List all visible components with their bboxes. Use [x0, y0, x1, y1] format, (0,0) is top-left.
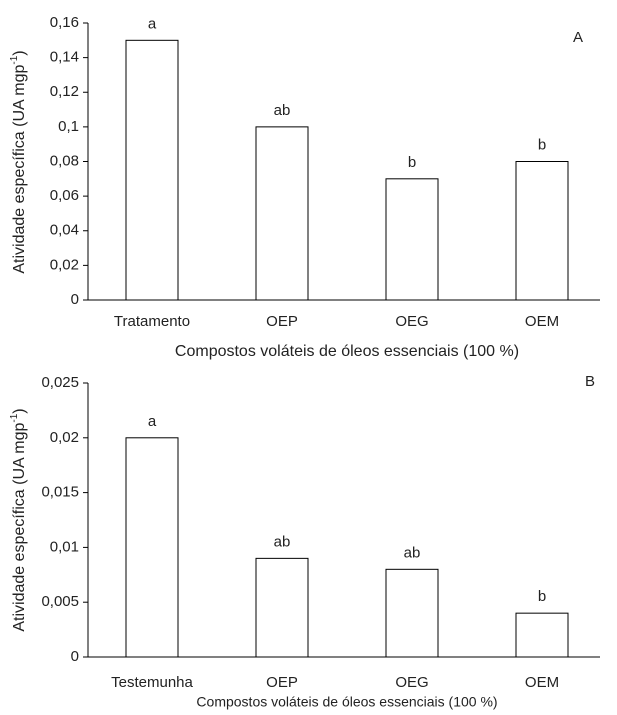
bar-annotation: a [148, 413, 157, 430]
bar [125, 437, 179, 658]
x-tick-label: OEM [525, 313, 559, 330]
y-tick-label: 0,005 [41, 593, 79, 610]
y-tick-label: 0,01 [50, 538, 79, 555]
x-tick-label: Tratamento [114, 313, 190, 330]
bar [255, 126, 309, 301]
y-tick-label: 0,015 [41, 484, 79, 501]
y-axis-label-end: ) [11, 50, 28, 55]
bar-annotation: b [538, 588, 546, 605]
y-axis-label: Atividade específica (UA mgp-1) [9, 50, 29, 273]
y-tick-label: 0,16 [50, 14, 79, 31]
y-axis-label: Atividade específica (UA mgp-1) [9, 408, 29, 631]
y-tick-label: 0,12 [50, 83, 79, 100]
bar-annotation: ab [274, 533, 291, 550]
y-tick-label: 0,08 [50, 152, 79, 169]
bar-annotation: ab [274, 102, 291, 119]
y-tick-label: 0 [71, 291, 79, 308]
y-tick-label: 0,025 [41, 374, 79, 391]
y-tick-label: 0,02 [50, 256, 79, 273]
y-axis-label-sup: -1 [9, 55, 20, 64]
y-tick-label: 0,1 [58, 118, 79, 135]
y-tick-label: 0,02 [50, 429, 79, 446]
y-tick-label: 0,04 [50, 222, 79, 239]
bar [515, 612, 569, 658]
panel-label: A [573, 29, 583, 46]
x-tick-label: OEG [395, 674, 428, 691]
y-axis-label-text: Atividade específica (UA mgp [11, 423, 28, 632]
y-axis-label-sup: -1 [9, 413, 20, 422]
bar-annotation: ab [404, 544, 421, 561]
y-axis-label-text: Atividade específica (UA mgp [11, 65, 28, 274]
x-tick-label: OEP [266, 313, 298, 330]
y-tick-label: 0,06 [50, 187, 79, 204]
y-tick-label: 0 [71, 648, 79, 665]
bar-annotation: b [408, 154, 416, 171]
bar-annotation: a [148, 15, 157, 32]
x-tick-label: OEP [266, 674, 298, 691]
bar [125, 39, 179, 301]
panel-label: B [585, 373, 595, 390]
bar [515, 161, 569, 301]
x-tick-label: Testemunha [111, 674, 193, 691]
x-tick-label: OEG [395, 313, 428, 330]
bar-annotation: b [538, 136, 546, 153]
y-tick-label: 0,14 [50, 49, 79, 66]
x-tick-label: OEM [525, 674, 559, 691]
bar [255, 557, 309, 658]
x-axis-label: Compostos voláteis de óleos essenciais (… [175, 343, 519, 360]
y-axis-label-end: ) [11, 408, 28, 413]
bar [385, 568, 439, 658]
x-axis-label: Compostos voláteis de óleos essenciais (… [196, 694, 497, 710]
bar [385, 178, 439, 301]
